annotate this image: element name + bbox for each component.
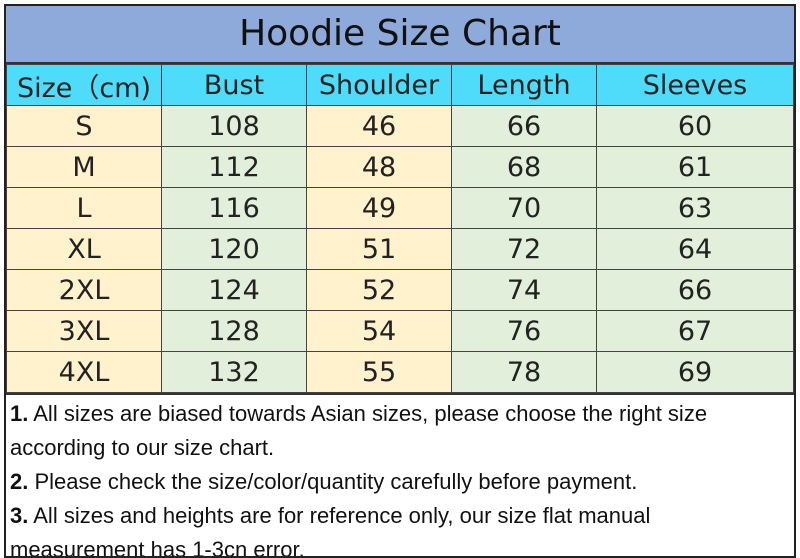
measurement-cell: 116	[161, 187, 307, 229]
measurement-cell: 49	[306, 187, 452, 229]
column-header: Bust	[161, 64, 307, 106]
measurement-cell: 61	[596, 146, 794, 188]
table-row: 3XL 128 54 76 67	[6, 310, 794, 352]
measurement-cell: 67	[596, 310, 794, 352]
measurement-cell: 60	[596, 105, 794, 147]
measurement-cell: 70	[451, 187, 597, 229]
table-row: XL 120 51 72 64	[6, 228, 794, 270]
chart-title: Hoodie Size Chart	[6, 6, 794, 64]
measurement-cell: 46	[306, 105, 452, 147]
column-header: Size（cm)	[6, 64, 162, 106]
table-row: L 116 49 70 63	[6, 187, 794, 229]
note-text: Please check the size/color/quantity car…	[28, 469, 638, 494]
note-number: 1.	[10, 401, 29, 426]
size-cell: L	[6, 187, 162, 229]
note-item: 3. All sizes and heights are for referen…	[10, 499, 788, 556]
measurement-cell: 54	[306, 310, 452, 352]
measurement-cell: 66	[596, 269, 794, 311]
measurement-cell: 108	[161, 105, 307, 147]
column-header: Shoulder	[306, 64, 452, 106]
measurement-cell: 64	[596, 228, 794, 270]
note-item: 2. Please check the size/color/quantity …	[10, 465, 788, 499]
size-cell: 2XL	[6, 269, 162, 311]
measurement-cell: 68	[451, 146, 597, 188]
measurement-cell: 55	[306, 351, 452, 393]
size-table: Size（cm) Bust Shoulder Length Sleeves S 108 46…	[6, 64, 794, 393]
column-header: Length	[451, 64, 597, 106]
measurement-cell: 66	[451, 105, 597, 147]
size-cell: XL	[6, 228, 162, 270]
measurement-cell: 69	[596, 351, 794, 393]
table-row: 4XL 132 55 78 69	[6, 351, 794, 393]
column-header: Sleeves	[596, 64, 794, 106]
measurement-cell: 120	[161, 228, 307, 270]
measurement-cell: 128	[161, 310, 307, 352]
measurement-cell: 124	[161, 269, 307, 311]
measurement-cell: 63	[596, 187, 794, 229]
measurement-cell: 78	[451, 351, 597, 393]
note-number: 2.	[10, 469, 29, 494]
size-cell: 3XL	[6, 310, 162, 352]
size-cell: M	[6, 146, 162, 188]
table-row: S 108 46 66 60	[6, 105, 794, 147]
measurement-cell: 51	[306, 228, 452, 270]
header-row: Size（cm) Bust Shoulder Length Sleeves	[6, 64, 794, 106]
measurement-cell: 52	[306, 269, 452, 311]
measurement-cell: 76	[451, 310, 597, 352]
table-row: 2XL 124 52 74 66	[6, 269, 794, 311]
size-chart: Hoodie Size Chart Size（cm) Bust Shoulder Le…	[4, 4, 796, 558]
measurement-cell: 112	[161, 146, 307, 188]
measurement-cell: 132	[161, 351, 307, 393]
size-cell: 4XL	[6, 351, 162, 393]
measurement-cell: 72	[451, 228, 597, 270]
table-row: M 112 48 68 61	[6, 146, 794, 188]
note-item: 1. All sizes are biased towards Asian si…	[10, 397, 788, 465]
note-number: 3.	[10, 503, 29, 528]
size-cell: S	[6, 105, 162, 147]
note-text: All sizes and heights are for reference …	[10, 503, 651, 556]
notes: 1. All sizes are biased towards Asian si…	[6, 393, 794, 556]
note-text: All sizes are biased towards Asian sizes…	[10, 401, 708, 460]
measurement-cell: 48	[306, 146, 452, 188]
measurement-cell: 74	[451, 269, 597, 311]
